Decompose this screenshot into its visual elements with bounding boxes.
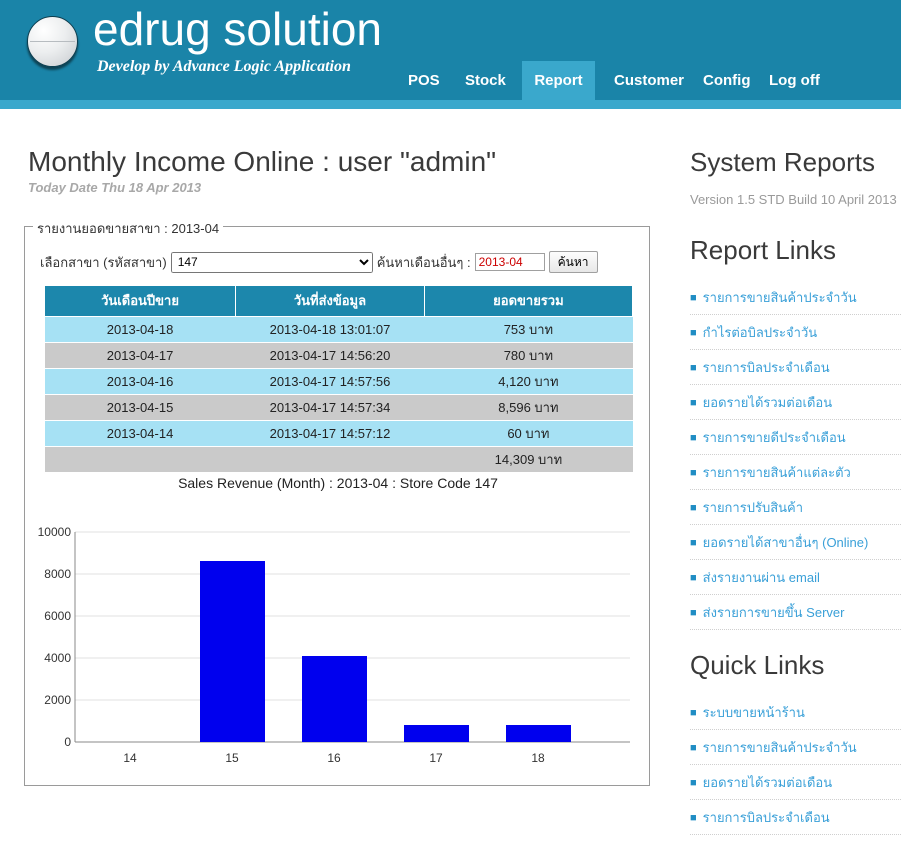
- svg-text:18: 18: [531, 751, 545, 765]
- svg-text:14: 14: [123, 751, 137, 765]
- svg-text:8000: 8000: [44, 567, 71, 581]
- svg-text:4000: 4000: [44, 651, 71, 665]
- svg-text:17: 17: [429, 751, 443, 765]
- svg-text:0: 0: [64, 735, 71, 749]
- svg-text:6000: 6000: [44, 609, 71, 623]
- svg-text:10000: 10000: [38, 525, 72, 539]
- svg-text:15: 15: [225, 751, 239, 765]
- svg-text:16: 16: [327, 751, 341, 765]
- svg-text:2000: 2000: [44, 693, 71, 707]
